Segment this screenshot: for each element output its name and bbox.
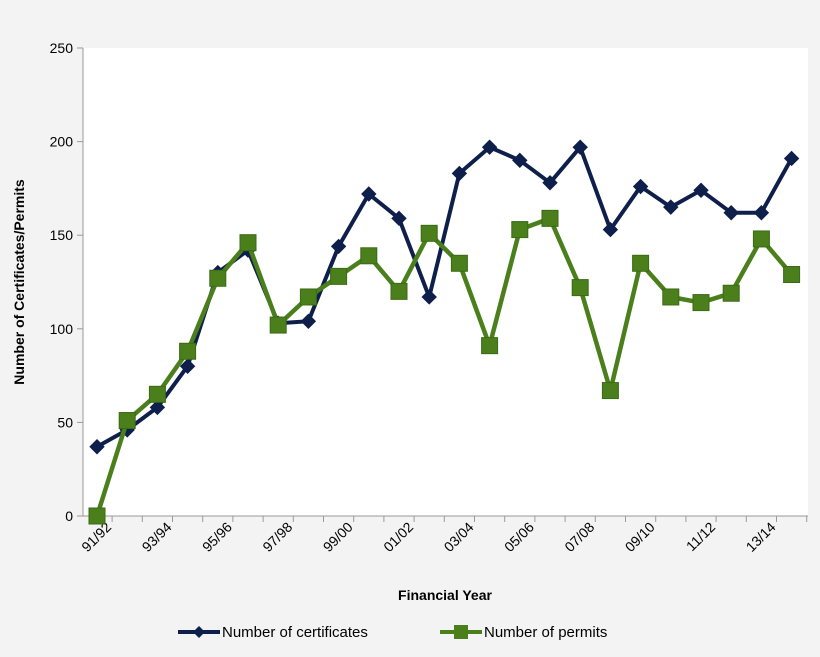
data-point: [450, 254, 468, 272]
x-tick-label: 97/98: [259, 519, 295, 555]
legend-item: Number of certificates: [178, 624, 368, 641]
y-tick-label: 0: [65, 508, 73, 524]
data-point: [451, 165, 468, 182]
x-axis-title: Financial Year: [398, 587, 492, 603]
data-point: [511, 221, 529, 239]
y-axis-title: Number of Certificates/Permits: [11, 179, 27, 385]
data-point: [420, 224, 438, 242]
legend-marker: [454, 625, 468, 639]
series-layer: [88, 139, 801, 525]
legend-label: Number of certificates: [222, 624, 368, 641]
data-point: [632, 178, 649, 195]
data-point: [753, 205, 770, 221]
legend-item: Number of permits: [440, 624, 607, 641]
x-tick-label: 99/00: [320, 519, 356, 555]
y-tick-label: 50: [57, 414, 73, 430]
x-tick-label: 93/94: [139, 519, 175, 555]
x-tick-label: 07/08: [561, 519, 597, 555]
data-point: [512, 152, 528, 169]
data-point: [723, 205, 739, 221]
x-tick-label: 11/12: [683, 519, 719, 555]
data-point: [601, 382, 619, 400]
data-point: [361, 186, 377, 202]
data-point: [269, 316, 287, 334]
data-point: [541, 209, 559, 227]
x-tick-label: 95/96: [199, 519, 235, 555]
x-tick-label: 13/14: [743, 519, 779, 555]
x-axis-ticks: 91/92 93/94 95/96 97/98 99/00 01/02 03/04 05/06…: [78, 516, 808, 555]
data-point: [693, 182, 709, 198]
y-tick-label: 150: [50, 227, 74, 243]
data-point: [209, 269, 227, 287]
plot-area: [83, 48, 808, 516]
x-tick-label: 09/10: [622, 519, 658, 555]
data-point: [752, 230, 770, 248]
data-point: [722, 284, 740, 302]
data-point: [391, 210, 407, 227]
y-tick-label: 250: [50, 40, 74, 56]
x-tick-label: 03/04: [441, 519, 477, 555]
data-point: [179, 358, 196, 374]
data-point: [663, 199, 679, 215]
data-point: [692, 294, 710, 312]
legend-marker: [193, 626, 205, 638]
x-tick-label: 05/06: [501, 519, 537, 555]
data-point: [149, 399, 166, 416]
x-tick-label: 01/02: [380, 519, 416, 555]
data-point: [360, 247, 378, 265]
data-point: [542, 175, 558, 191]
data-point: [330, 238, 347, 255]
data-point: [118, 412, 136, 430]
data-point: [632, 254, 650, 272]
data-point: [783, 150, 800, 167]
legend: Number of certificates Number of permits: [178, 624, 607, 641]
data-point: [88, 507, 106, 525]
data-point: [481, 139, 498, 155]
data-point: [148, 385, 166, 403]
series-2: [88, 209, 801, 525]
data-point: [239, 234, 257, 252]
data-point: [571, 279, 589, 297]
y-tick-label: 200: [50, 134, 74, 150]
data-point: [421, 289, 437, 305]
data-point: [179, 342, 197, 360]
data-point: [390, 282, 408, 300]
legend-label: Number of permits: [484, 624, 607, 641]
y-tick-label: 100: [50, 321, 74, 337]
data-point: [602, 221, 619, 238]
data-point: [662, 288, 680, 306]
data-point: [481, 337, 499, 355]
y-axis-ticks: 0 50 100 150 200 250: [50, 40, 83, 524]
data-point: [783, 266, 801, 284]
data-point: [89, 439, 105, 455]
data-point: [572, 139, 588, 155]
data-point: [299, 288, 317, 306]
data-point: [330, 267, 348, 285]
data-point: [300, 313, 317, 330]
